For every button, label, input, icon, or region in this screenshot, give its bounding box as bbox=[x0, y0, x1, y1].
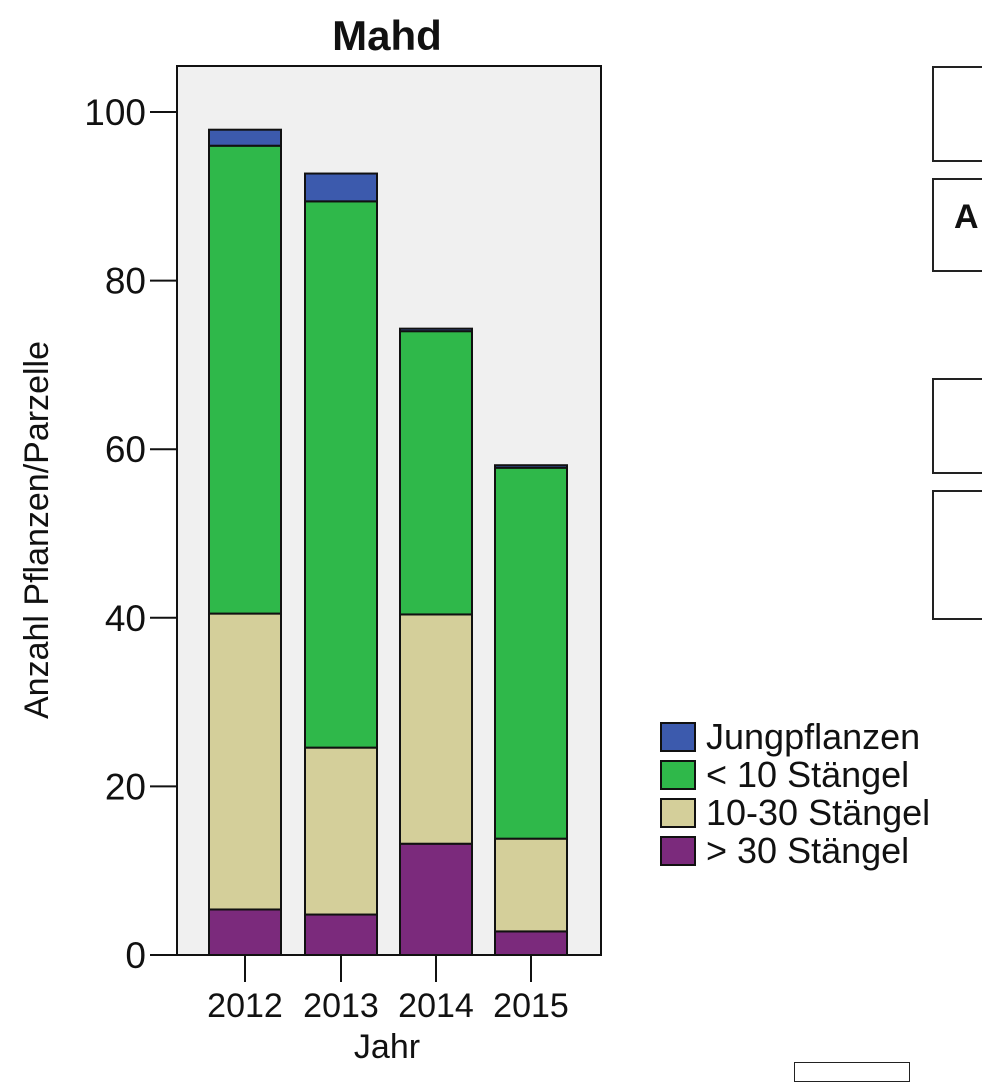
x-axis: 2012 2013 2014 2015 bbox=[207, 955, 569, 1025]
legend-swatch bbox=[660, 760, 696, 790]
side-box-label: A bbox=[954, 198, 979, 236]
y-axis-label: Anzahl Pflanzen/Parzelle bbox=[18, 341, 56, 719]
bar-segment-2015-2 bbox=[494, 466, 568, 840]
bars-group bbox=[208, 128, 568, 957]
bar-segment-2015-1 bbox=[494, 837, 568, 933]
side-box-5 bbox=[794, 1062, 910, 1082]
bar-segment-2012-2 bbox=[208, 144, 282, 615]
bar-segment-2013-0 bbox=[304, 913, 378, 957]
x-axis-label: Jahr bbox=[354, 1028, 420, 1066]
legend-item: Jungpflanzen bbox=[660, 716, 930, 757]
bar-segment-2012-0 bbox=[208, 908, 282, 957]
bar-segment-2014-0 bbox=[399, 842, 473, 956]
legend-label: > 30 Stängel bbox=[706, 830, 910, 871]
y-tick-label: 20 bbox=[105, 766, 146, 807]
side-box-3 bbox=[932, 378, 982, 474]
x-tick-label: 2014 bbox=[398, 987, 474, 1025]
bar-segment-2012-1 bbox=[208, 612, 282, 911]
side-box-2: A bbox=[932, 178, 982, 272]
x-tick-label: 2013 bbox=[303, 987, 379, 1025]
legend-item: 10-30 Stängel bbox=[660, 792, 931, 833]
bar-segment-2015-3 bbox=[494, 464, 568, 469]
y-axis: 0 20 40 60 80 100 bbox=[84, 92, 177, 976]
legend-item: < 10 Stängel bbox=[660, 754, 930, 795]
bar-segment-2015-0 bbox=[494, 930, 568, 956]
y-tick-label: 60 bbox=[105, 429, 146, 470]
side-box-4 bbox=[932, 490, 982, 620]
bar-segment-2013-1 bbox=[304, 746, 378, 916]
legend-item: > 30 Stängel bbox=[660, 830, 930, 871]
legend-label: 10-30 Stängel bbox=[706, 792, 931, 833]
bar-segment-2013-3 bbox=[304, 172, 378, 203]
legend-label: < 10 Stängel bbox=[706, 754, 910, 795]
bar-segment-2014-1 bbox=[399, 613, 473, 845]
bar-segment-2012-3 bbox=[208, 128, 282, 147]
x-tick-label: 2012 bbox=[207, 987, 283, 1025]
legend-swatch bbox=[660, 836, 696, 866]
side-box-1 bbox=[932, 66, 982, 162]
legend-swatch bbox=[660, 722, 696, 752]
y-tick-label: 0 bbox=[125, 935, 146, 976]
bar-segment-2014-3 bbox=[399, 327, 473, 333]
y-tick-label: 40 bbox=[105, 598, 146, 639]
x-tick-label: 2015 bbox=[493, 987, 569, 1025]
bar-segment-2013-2 bbox=[304, 200, 378, 749]
legend-label: Jungpflanzen bbox=[706, 716, 921, 757]
chart-legend: Jungpflanzen < 10 Stängel 10-30 Stängel > 3… bbox=[660, 716, 931, 871]
y-tick-label: 80 bbox=[105, 261, 146, 302]
chart-title: Mahd bbox=[332, 12, 442, 59]
bar-segment-2014-2 bbox=[399, 330, 473, 616]
y-tick-label: 100 bbox=[84, 92, 146, 133]
legend-swatch bbox=[660, 798, 696, 828]
